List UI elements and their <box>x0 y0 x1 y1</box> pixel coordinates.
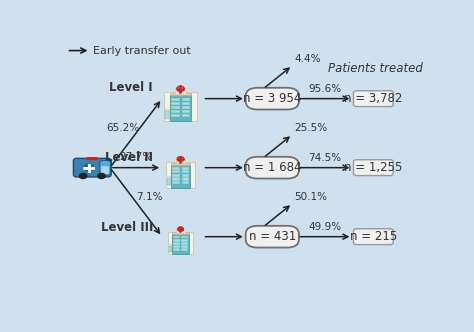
Text: 74.5%: 74.5% <box>308 153 341 163</box>
FancyBboxPatch shape <box>246 157 299 179</box>
Text: Level II: Level II <box>105 151 153 164</box>
FancyBboxPatch shape <box>101 166 109 174</box>
FancyBboxPatch shape <box>176 158 185 163</box>
FancyBboxPatch shape <box>167 244 173 254</box>
FancyBboxPatch shape <box>182 110 190 113</box>
Text: n = 215: n = 215 <box>350 230 397 243</box>
FancyBboxPatch shape <box>164 92 197 122</box>
Circle shape <box>177 157 183 161</box>
Circle shape <box>98 173 105 179</box>
FancyBboxPatch shape <box>172 233 189 254</box>
Text: 65.2%: 65.2% <box>107 124 139 133</box>
Circle shape <box>80 173 87 179</box>
Text: 50.1%: 50.1% <box>294 192 328 202</box>
FancyBboxPatch shape <box>173 174 180 177</box>
FancyBboxPatch shape <box>170 94 191 122</box>
Text: Level III: Level III <box>100 221 153 234</box>
Circle shape <box>177 86 184 91</box>
FancyBboxPatch shape <box>182 102 190 105</box>
FancyBboxPatch shape <box>171 110 180 113</box>
FancyBboxPatch shape <box>173 236 180 238</box>
FancyBboxPatch shape <box>172 232 189 234</box>
Text: n = 1,255: n = 1,255 <box>344 161 402 174</box>
FancyBboxPatch shape <box>173 167 180 170</box>
FancyBboxPatch shape <box>169 246 173 252</box>
Circle shape <box>178 227 183 231</box>
FancyBboxPatch shape <box>171 98 180 101</box>
FancyBboxPatch shape <box>170 93 191 95</box>
Text: 95.6%: 95.6% <box>308 84 341 94</box>
FancyBboxPatch shape <box>246 88 299 110</box>
FancyBboxPatch shape <box>173 242 180 245</box>
FancyBboxPatch shape <box>354 160 393 176</box>
Circle shape <box>83 164 94 172</box>
Text: Early transfer out: Early transfer out <box>93 45 191 55</box>
FancyBboxPatch shape <box>171 114 180 117</box>
FancyBboxPatch shape <box>73 158 111 177</box>
FancyBboxPatch shape <box>164 109 171 122</box>
FancyBboxPatch shape <box>167 232 193 254</box>
FancyBboxPatch shape <box>165 111 170 119</box>
Text: Patients treated: Patients treated <box>328 62 423 75</box>
Text: 27.7%: 27.7% <box>119 152 153 162</box>
FancyBboxPatch shape <box>171 164 190 188</box>
FancyBboxPatch shape <box>167 178 171 185</box>
FancyBboxPatch shape <box>354 91 393 107</box>
FancyBboxPatch shape <box>165 176 173 188</box>
FancyBboxPatch shape <box>173 245 180 248</box>
FancyBboxPatch shape <box>176 229 184 233</box>
FancyBboxPatch shape <box>182 98 190 101</box>
FancyBboxPatch shape <box>182 236 188 238</box>
FancyBboxPatch shape <box>182 239 188 242</box>
FancyBboxPatch shape <box>86 157 98 160</box>
Text: 4.4%: 4.4% <box>294 54 321 64</box>
FancyBboxPatch shape <box>354 229 393 245</box>
Text: n = 1 684: n = 1 684 <box>243 161 301 174</box>
FancyBboxPatch shape <box>171 106 180 109</box>
Text: 49.9%: 49.9% <box>308 222 341 232</box>
Text: 25.5%: 25.5% <box>294 123 328 133</box>
FancyBboxPatch shape <box>182 181 189 184</box>
FancyBboxPatch shape <box>171 102 180 105</box>
FancyBboxPatch shape <box>165 162 195 188</box>
FancyBboxPatch shape <box>182 178 189 181</box>
FancyBboxPatch shape <box>173 248 180 251</box>
FancyBboxPatch shape <box>182 248 188 251</box>
FancyBboxPatch shape <box>182 242 188 245</box>
FancyBboxPatch shape <box>175 88 186 94</box>
FancyBboxPatch shape <box>182 167 189 170</box>
FancyBboxPatch shape <box>182 174 189 177</box>
FancyBboxPatch shape <box>171 163 190 165</box>
FancyBboxPatch shape <box>182 170 189 173</box>
Text: n = 3 954: n = 3 954 <box>243 92 301 105</box>
FancyBboxPatch shape <box>100 161 110 175</box>
Text: Level I: Level I <box>109 81 153 94</box>
FancyBboxPatch shape <box>246 226 299 248</box>
FancyBboxPatch shape <box>182 106 190 109</box>
Text: n = 431: n = 431 <box>249 230 296 243</box>
FancyBboxPatch shape <box>182 114 190 117</box>
FancyBboxPatch shape <box>173 170 180 173</box>
FancyBboxPatch shape <box>173 181 180 184</box>
FancyBboxPatch shape <box>173 239 180 242</box>
FancyBboxPatch shape <box>182 245 188 248</box>
FancyBboxPatch shape <box>173 178 180 181</box>
Text: 7.1%: 7.1% <box>136 193 162 203</box>
Text: n = 3,782: n = 3,782 <box>344 92 402 105</box>
